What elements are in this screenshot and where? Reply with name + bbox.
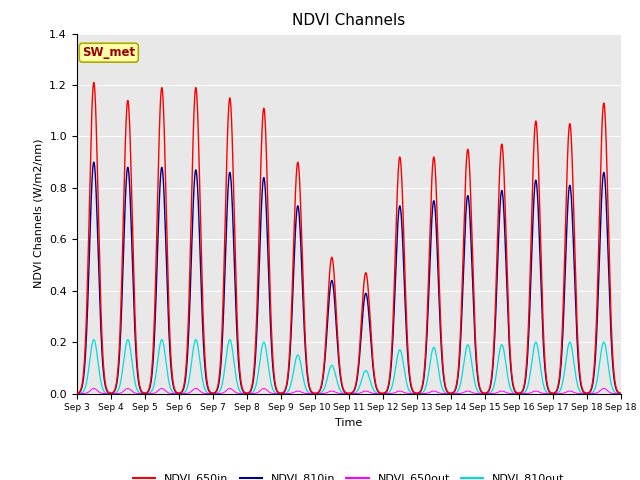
NDVI_650out xyxy=(329,388,337,394)
NDVI_810out xyxy=(488,388,496,394)
NDVI_650in xyxy=(329,257,337,263)
NDVI_650out xyxy=(404,391,412,396)
Line: NDVI_650out: NDVI_650out xyxy=(77,388,621,394)
NDVI_650in xyxy=(345,391,353,396)
NDVI_810in xyxy=(90,159,98,165)
Line: NDVI_650in: NDVI_650in xyxy=(77,83,621,394)
Legend: NDVI_650in, NDVI_810in, NDVI_650out, NDVI_810out: NDVI_650in, NDVI_810in, NDVI_650out, NDV… xyxy=(129,469,569,480)
Title: NDVI Channels: NDVI Channels xyxy=(292,13,405,28)
NDVI_650in xyxy=(390,291,398,297)
NDVI_810out xyxy=(73,391,81,396)
NDVI_810in xyxy=(617,391,625,396)
NDVI_650out xyxy=(90,385,98,391)
Line: NDVI_810in: NDVI_810in xyxy=(77,162,621,394)
Line: NDVI_810out: NDVI_810out xyxy=(77,340,621,394)
NDVI_810in xyxy=(345,391,353,396)
NDVI_650in xyxy=(92,111,100,117)
NDVI_650in xyxy=(90,80,98,85)
NDVI_650out xyxy=(617,391,625,396)
Text: SW_met: SW_met xyxy=(82,46,136,59)
Y-axis label: NDVI Channels (W/m2/nm): NDVI Channels (W/m2/nm) xyxy=(34,139,44,288)
NDVI_650out xyxy=(390,390,397,396)
NDVI_810out xyxy=(617,391,625,396)
NDVI_810out xyxy=(282,390,290,396)
NDVI_810in xyxy=(282,385,290,391)
NDVI_810in xyxy=(390,312,398,318)
NDVI_650in xyxy=(282,384,290,390)
NDVI_810in xyxy=(405,366,413,372)
NDVI_650out xyxy=(92,386,100,392)
NDVI_650in xyxy=(488,370,496,376)
NDVI_650out xyxy=(282,391,290,396)
X-axis label: Time: Time xyxy=(335,418,362,428)
NDVI_650in xyxy=(405,360,413,365)
NDVI_810in xyxy=(488,374,496,380)
NDVI_650out xyxy=(488,391,495,396)
NDVI_810out xyxy=(329,363,337,369)
NDVI_650in xyxy=(617,391,625,396)
NDVI_810out xyxy=(345,391,353,396)
NDVI_810out xyxy=(405,387,413,393)
NDVI_810in xyxy=(92,183,100,189)
NDVI_810in xyxy=(329,280,337,286)
NDVI_810out xyxy=(92,343,100,349)
NDVI_810out xyxy=(90,337,98,343)
NDVI_810out xyxy=(390,375,398,381)
NDVI_650out xyxy=(73,391,81,396)
NDVI_650in xyxy=(73,391,81,396)
NDVI_810in xyxy=(73,391,81,396)
